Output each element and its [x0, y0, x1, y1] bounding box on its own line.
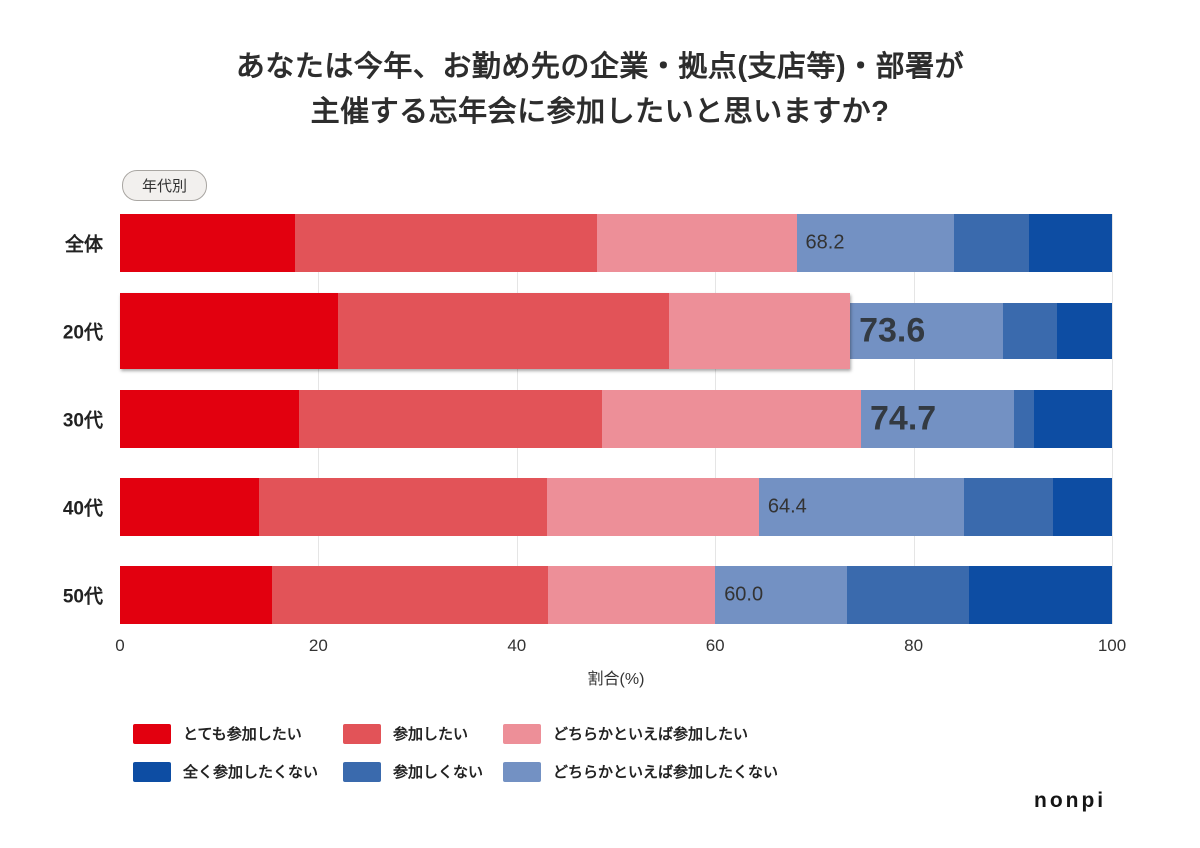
legend-swatch	[343, 761, 381, 782]
legend-label: 全く参加したくない	[183, 764, 319, 781]
x-axis-title: 割合(%)	[587, 671, 645, 688]
category-label: 20代	[62, 322, 103, 344]
chart-title-line1: あなたは今年、お勤め先の企業・拠点(支店等)・部署が	[235, 51, 965, 83]
category-label: 全体	[64, 234, 103, 256]
bar-segment	[1028, 214, 1112, 272]
bar-row: 50代 60.0	[63, 566, 1112, 624]
bar-segment	[298, 390, 603, 448]
total-label: 73.6	[859, 311, 926, 350]
negative-group	[861, 390, 1112, 448]
bar-segment	[258, 478, 547, 536]
bar-segment	[1002, 303, 1058, 359]
age-group-badge: 年代別	[122, 170, 208, 201]
bar-segment	[850, 303, 1003, 359]
x-tick-label: 80	[904, 636, 924, 655]
x-tick-label: 40	[507, 636, 527, 655]
nonpi-logo: nonpi	[1034, 789, 1107, 812]
chart-title: あなたは今年、お勤め先の企業・拠点(支店等)・部署が 主催する忘年会に参加したいと…	[0, 45, 1200, 135]
legend: とても参加したい 参加したい どちらかといえば参加したい全く参加したくない 参加しくな…	[133, 723, 778, 782]
legend-item: とても参加したい	[133, 723, 343, 744]
bar-segment	[715, 566, 848, 624]
bar-segment	[796, 214, 955, 272]
x-tick-label: 60	[705, 636, 725, 655]
negative-group	[758, 478, 1112, 536]
x-axis: 0 20 40 60 80 100	[115, 636, 1126, 660]
category-label: 40代	[62, 498, 103, 520]
positive-group	[120, 293, 851, 369]
bar-segment	[758, 478, 965, 536]
bar-segment	[120, 390, 299, 448]
bar-segment	[1053, 478, 1112, 536]
bar-segment	[1013, 390, 1034, 448]
legend-item: 全く参加したくない	[133, 761, 343, 782]
legend-label: 参加しくない	[393, 764, 484, 781]
category-label: 30代	[62, 410, 103, 432]
positive-group	[120, 214, 797, 272]
legend-swatch	[133, 723, 171, 744]
bar-row: 20代 73.6	[63, 293, 1112, 369]
chart-title-line2: 主催する忘年会に参加したいと思いますか?	[310, 95, 890, 128]
bar-segment	[271, 566, 548, 624]
bar-segment	[602, 390, 862, 448]
legend-item: どちらかといえば参加したい	[503, 723, 778, 744]
bar-segment	[120, 566, 272, 624]
positive-group	[120, 390, 862, 448]
legend-swatch	[503, 723, 541, 744]
total-label: 64.4	[767, 495, 807, 518]
negative-group	[850, 303, 1112, 359]
bar-row: 40代 64.4	[63, 478, 1112, 536]
bar-segment	[954, 214, 1029, 272]
stacked-bar-chart: 全体 68.2 20代 73.6 30代 74.7 40代 64.4 50代 60.0	[63, 214, 1113, 624]
legend-item: どちらかといえば参加したくない	[503, 761, 778, 782]
bar-segment	[668, 293, 851, 369]
bar-row: 30代 74.7	[63, 390, 1112, 448]
total-label: 68.2	[805, 231, 845, 254]
bar-segment	[597, 214, 797, 272]
legend-swatch	[503, 761, 541, 782]
bar-segment	[546, 478, 759, 536]
x-tick-label: 20	[308, 636, 328, 655]
legend-item: 参加したい	[343, 723, 503, 744]
bar-segment	[338, 293, 669, 369]
negative-group	[796, 214, 1112, 272]
bar-segment	[120, 478, 259, 536]
bar-segment	[964, 478, 1054, 536]
positive-group	[120, 478, 759, 536]
bar-segment	[120, 214, 295, 272]
bar-row: 全体 68.2	[65, 214, 1112, 272]
bar-segment	[294, 214, 598, 272]
total-label: 60.0	[724, 583, 764, 606]
total-label: 74.7	[870, 399, 937, 438]
category-label: 50代	[62, 586, 103, 608]
gridline	[1112, 214, 1113, 624]
bar-segment	[861, 390, 1014, 448]
bar-segment	[1033, 390, 1112, 448]
legend-label: 参加したい	[393, 726, 469, 743]
bar-segment	[547, 566, 716, 624]
legend-label: とても参加したい	[183, 726, 302, 743]
x-tick-label: 0	[115, 636, 125, 655]
legend-swatch	[343, 723, 381, 744]
negative-group	[715, 566, 1112, 624]
legend-item: 参加しくない	[343, 761, 503, 782]
bar-segment	[969, 566, 1112, 624]
legend-swatch	[133, 761, 171, 782]
bar-segment	[1057, 303, 1112, 359]
legend-label: どちらかといえば参加したくない	[553, 764, 779, 781]
x-tick-label: 100	[1097, 636, 1127, 655]
bar-segment	[120, 293, 339, 369]
bar-segment	[847, 566, 970, 624]
legend-label: どちらかといえば参加したい	[553, 726, 749, 743]
positive-group	[120, 566, 716, 624]
